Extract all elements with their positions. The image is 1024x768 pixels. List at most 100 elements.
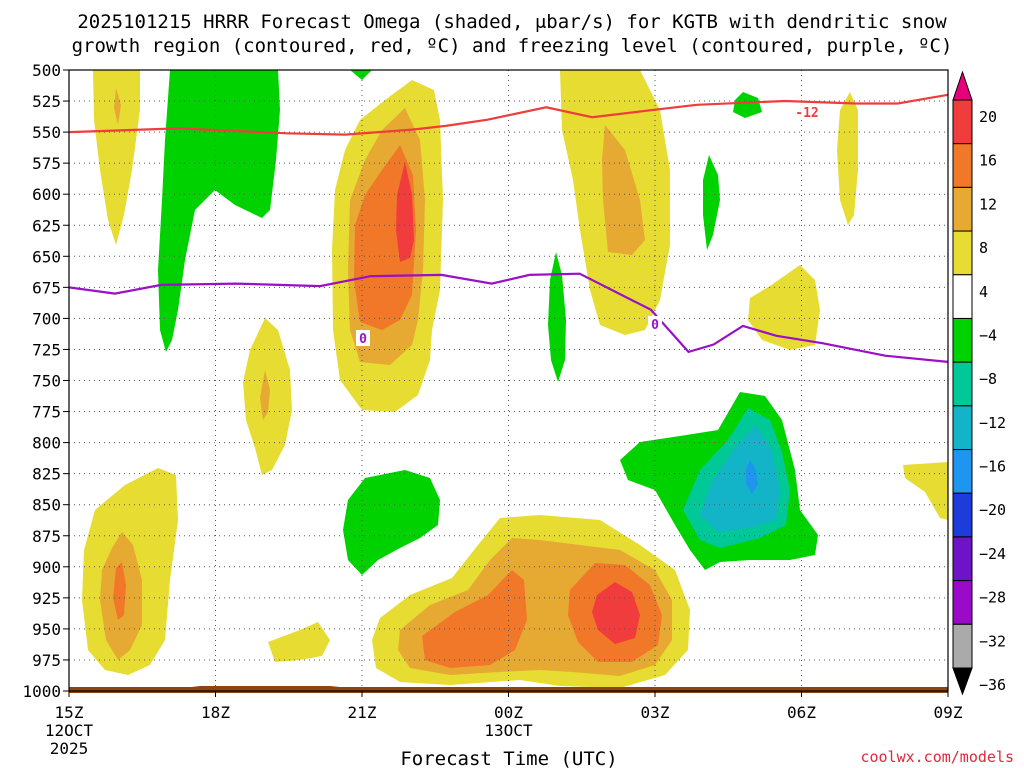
omega-region-orange-col4 bbox=[602, 125, 645, 255]
x-tick-label: 09Z bbox=[934, 703, 963, 722]
colorbar-box bbox=[952, 536, 973, 582]
x-tick-label: 06Z bbox=[787, 703, 816, 722]
ground-top-bump bbox=[175, 686, 360, 689]
omega-region-yellow-col1 bbox=[93, 70, 140, 245]
x-tick-year-label: 2025 bbox=[50, 739, 89, 758]
omega-region-yellow-col5 bbox=[837, 92, 858, 225]
colorbar-label: −16 bbox=[979, 458, 1006, 476]
colorbar-label: −20 bbox=[979, 501, 1006, 519]
y-axis: 500 525 550 575 600 625 650 675 700 725 750 775 800 8… bbox=[22, 61, 69, 701]
omega-region-yellow-col6 bbox=[748, 265, 820, 350]
colorbar-label: −8 bbox=[979, 370, 997, 388]
y-tick-label: 525 bbox=[32, 92, 61, 111]
omega-region-yellow-col1-core bbox=[114, 88, 121, 125]
fzl-label-bg-2 bbox=[648, 316, 662, 332]
omega-region-green-left-bottom bbox=[343, 470, 440, 575]
colorbar-label: −32 bbox=[979, 632, 1006, 650]
x-tick-label: 21Z bbox=[348, 703, 377, 722]
y-tick-label: 600 bbox=[32, 185, 61, 204]
y-tick-label: 775 bbox=[32, 403, 61, 422]
y-tick-label: 900 bbox=[32, 558, 61, 577]
colorbar-box bbox=[952, 274, 973, 319]
y-tick-label: 575 bbox=[32, 154, 61, 173]
freezing-level-label-2: 0 bbox=[651, 318, 659, 333]
colorbar-label: −4 bbox=[979, 326, 997, 344]
colorbar-box bbox=[952, 143, 973, 188]
colorbar-box bbox=[952, 99, 973, 145]
colorbar-top-arrow bbox=[952, 70, 973, 101]
omega-shading bbox=[82, 70, 948, 688]
y-tick-label: 625 bbox=[32, 216, 61, 235]
colorbar-label: 4 bbox=[979, 283, 988, 301]
x-tick-date-label: 12OCT bbox=[45, 721, 94, 740]
dgz-contour: -12 bbox=[69, 93, 948, 136]
x-tick-label: 00Z bbox=[494, 703, 523, 722]
omega-region-darkorange-bottom-left-blob bbox=[422, 570, 527, 668]
omega-region-cyan bbox=[700, 425, 780, 532]
omega-region-blue bbox=[746, 460, 758, 494]
colorbar-label: 20 bbox=[979, 108, 997, 126]
dgz-label-bg bbox=[794, 104, 820, 120]
fzl-label-bg-1 bbox=[356, 330, 370, 346]
omega-region-green-top-left bbox=[158, 70, 280, 352]
y-tick-label: 800 bbox=[32, 434, 61, 453]
y-tick-label: 550 bbox=[32, 123, 61, 142]
y-tick-label: 875 bbox=[32, 527, 61, 546]
omega-region-green-mid bbox=[548, 252, 566, 382]
colorbar-label: 16 bbox=[979, 152, 997, 170]
y-tick-label: 825 bbox=[32, 465, 61, 484]
colorbar-box bbox=[952, 230, 973, 276]
colorbar-label: 8 bbox=[979, 239, 988, 257]
colorbar-box bbox=[952, 449, 973, 494]
colorbar-box bbox=[952, 623, 973, 669]
dgz-contour-label: -12 bbox=[795, 106, 818, 121]
colorbar-label: −12 bbox=[979, 414, 1006, 432]
colorbar-box bbox=[952, 405, 973, 451]
omega-region-darkorange-bottom-left bbox=[113, 562, 126, 620]
x-axis-label: Forecast Time (UTC) bbox=[400, 748, 617, 768]
credit-text: coolwx.com/models bbox=[860, 748, 1014, 766]
x-tick-label: 03Z bbox=[641, 703, 670, 722]
colorbar-label: 12 bbox=[979, 195, 997, 213]
freezing-level-label-1: 0 bbox=[359, 332, 367, 347]
colorbar-box bbox=[952, 186, 973, 232]
omega-region-green-blob bbox=[733, 92, 762, 118]
ground-layer bbox=[69, 687, 948, 693]
y-tick-label: 925 bbox=[32, 589, 61, 608]
omega-region-yellow-small bbox=[268, 622, 330, 662]
colorbar-label: −36 bbox=[979, 676, 1006, 694]
freezing-level-line bbox=[69, 272, 948, 363]
y-tick-label: 950 bbox=[32, 620, 61, 639]
freezing-level-contour: 0 0 bbox=[69, 272, 948, 363]
y-tick-label: 975 bbox=[32, 651, 61, 670]
x-tick-date-label: 13OCT bbox=[484, 721, 533, 740]
colorbar-box bbox=[952, 492, 973, 538]
x-tick-label: 15Z bbox=[55, 703, 84, 722]
x-tick-label: 18Z bbox=[201, 703, 230, 722]
colorbar: 20 16 12 8 4 −4 −8 −12 −16 −20 −24 −28 −32 −36 bbox=[952, 70, 1006, 696]
y-tick-label: 725 bbox=[32, 340, 61, 359]
y-tick-label: 650 bbox=[32, 247, 61, 266]
colorbar-label: −28 bbox=[979, 589, 1006, 607]
omega-region-red-col3 bbox=[396, 162, 414, 262]
y-tick-label: 500 bbox=[32, 61, 61, 80]
colorbar-box bbox=[952, 361, 973, 407]
dgz-contour-line bbox=[69, 93, 948, 136]
chart-title-line2: growth region (contoured, red, ºC) and f… bbox=[72, 35, 953, 57]
colorbar-label: −24 bbox=[979, 545, 1006, 563]
colorbar-box bbox=[952, 317, 973, 363]
omega-region-green-streak bbox=[703, 155, 720, 250]
colorbar-bottom-arrow bbox=[952, 667, 973, 696]
y-tick-label: 1000 bbox=[22, 682, 61, 701]
y-tick-label: 675 bbox=[32, 278, 61, 297]
y-tick-label: 750 bbox=[32, 372, 61, 391]
omega-region-yellow-col7 bbox=[903, 462, 948, 520]
y-tick-label: 850 bbox=[32, 496, 61, 515]
omega-region-yellow-col2-core bbox=[260, 370, 270, 420]
gridlines bbox=[69, 70, 948, 691]
chart-title-line1: 2025101215 HRRR Forecast Omega (shaded, … bbox=[77, 11, 947, 33]
colorbar-box bbox=[952, 580, 973, 625]
y-tick-label: 700 bbox=[32, 309, 61, 328]
